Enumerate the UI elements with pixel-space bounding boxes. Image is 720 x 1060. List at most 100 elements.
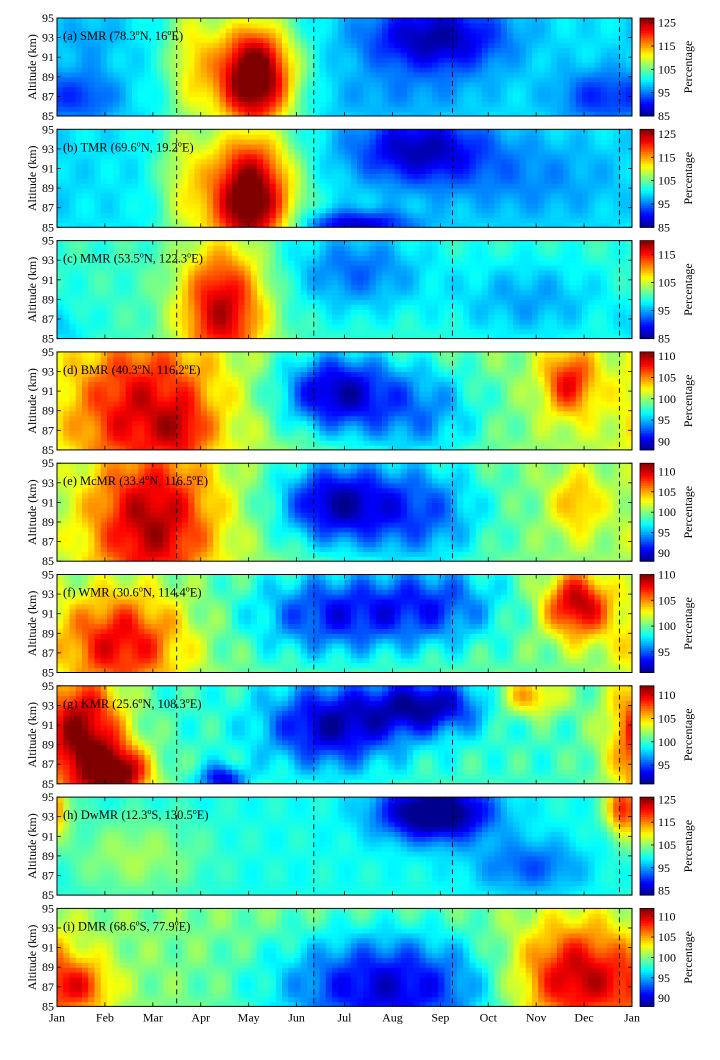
- heat-cell: [613, 62, 621, 68]
- heat-cell: [432, 197, 439, 204]
- heat-cell: [63, 265, 71, 271]
- heat-cell: [144, 188, 152, 194]
- heat-cell: [257, 319, 264, 325]
- heat-cell: [232, 217, 239, 223]
- heat-cell: [88, 129, 96, 135]
- heat-cell: [319, 62, 327, 68]
- heat-cell: [450, 91, 458, 97]
- heat-cell: [163, 284, 171, 291]
- heat-cell: [288, 178, 296, 184]
- heat-cell: [525, 168, 533, 174]
- heat-cell: [463, 32, 471, 39]
- heat-cell: [425, 148, 433, 155]
- heat-cell: [282, 245, 289, 251]
- heat-cell: [575, 22, 583, 29]
- heat-cell: [557, 62, 564, 68]
- heat-cell: [432, 76, 439, 83]
- heat-cell: [613, 76, 621, 83]
- heat-cell: [482, 32, 489, 39]
- heat-cell: [207, 52, 214, 58]
- heat-cell: [188, 212, 196, 219]
- heat-cell: [300, 57, 308, 63]
- heat-cell: [350, 314, 358, 320]
- heat-cell: [419, 183, 427, 189]
- heat-cell: [550, 188, 558, 194]
- y-tick-label: 93: [42, 31, 54, 45]
- heat-cell: [63, 57, 71, 63]
- heat-cell: [394, 32, 402, 39]
- heat-cell: [544, 91, 552, 97]
- heat-cell: [319, 22, 327, 29]
- heat-cell: [88, 91, 96, 97]
- heat-cell: [600, 197, 608, 204]
- heat-cell: [69, 71, 77, 78]
- heat-cell: [113, 333, 121, 339]
- heat-cell: [82, 328, 89, 335]
- heat-cell: [507, 193, 514, 199]
- heat-cell: [207, 207, 214, 214]
- heat-cell: [469, 212, 477, 219]
- heat-cell: [282, 250, 289, 256]
- heat-cell: [613, 183, 621, 189]
- heat-cell: [69, 81, 77, 88]
- heat-cell: [219, 57, 227, 63]
- heat-cell: [88, 212, 96, 219]
- heat-cell: [257, 71, 264, 78]
- heat-cell: [619, 86, 627, 93]
- heat-cell: [263, 106, 271, 112]
- heat-cell: [207, 202, 214, 209]
- heat-cell: [394, 304, 402, 310]
- heat-cell: [175, 309, 183, 315]
- heat-cell: [250, 57, 258, 63]
- heat-cell: [100, 91, 108, 97]
- heat-cell: [425, 96, 433, 102]
- heat-cell: [188, 129, 196, 135]
- heat-cell: [88, 67, 96, 73]
- heat-cell: [94, 153, 102, 160]
- heat-cell: [344, 91, 352, 97]
- heat-cell: [313, 323, 321, 330]
- heat-cell: [532, 101, 539, 107]
- heat-cell: [600, 101, 608, 107]
- heat-cell: [94, 255, 102, 261]
- heat-cell: [363, 111, 371, 116]
- heat-cell: [232, 255, 239, 261]
- heat-cell: [144, 284, 152, 291]
- heat-cell: [357, 139, 364, 145]
- heat-cell: [382, 37, 389, 44]
- heat-cell: [557, 144, 564, 150]
- heat-cell: [482, 207, 489, 214]
- heat-cell: [207, 284, 214, 291]
- heat-cell: [513, 18, 521, 24]
- colorbar-step: [640, 193, 654, 196]
- heat-cell: [288, 304, 296, 310]
- heat-cell: [319, 76, 327, 83]
- heat-cell: [557, 148, 564, 155]
- heat-cell: [475, 202, 483, 209]
- heat-cell: [138, 323, 146, 330]
- heat-cell: [532, 27, 539, 34]
- colorbar-step: [640, 200, 654, 204]
- heat-cell: [163, 289, 171, 296]
- heat-cell: [88, 309, 96, 315]
- heat-cell: [363, 314, 371, 320]
- heat-cell: [144, 245, 152, 251]
- heat-cell: [207, 71, 214, 78]
- heat-cell: [225, 32, 233, 39]
- heat-cell: [250, 255, 258, 261]
- heat-cell: [438, 42, 446, 48]
- heat-cell: [132, 57, 139, 63]
- heat-cell: [532, 67, 539, 73]
- heat-cell: [557, 111, 564, 116]
- heat-cell: [169, 270, 177, 276]
- heat-cell: [238, 106, 246, 112]
- heat-cell: [63, 22, 71, 29]
- heat-cell: [369, 255, 377, 261]
- heat-cell: [619, 197, 627, 204]
- heat-cell: [300, 260, 308, 266]
- heat-cell: [300, 144, 308, 150]
- heat-cell: [257, 168, 264, 174]
- heat-cell: [519, 173, 527, 179]
- heat-cell: [282, 153, 289, 160]
- heat-cell: [282, 91, 289, 97]
